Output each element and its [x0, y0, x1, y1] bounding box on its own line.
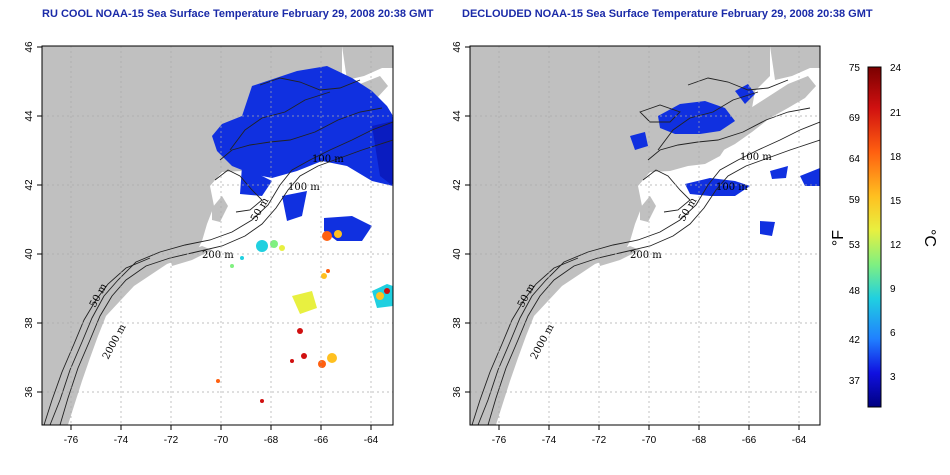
right-lat-tick-5: 38	[452, 317, 463, 329]
colorbar: 75 69 64 59 53 48 42 37 24 21 18 15 12 9…	[830, 63, 938, 408]
celsius-tick-7: 6	[890, 328, 896, 339]
left-lat-tick-1: 46	[24, 41, 35, 53]
fahrenheit-tick-7: 42	[849, 335, 861, 346]
celsius-tick-5: 12	[890, 240, 902, 251]
left-lon-tick-7: -64	[364, 435, 379, 446]
right-lat-tick-4: 40	[452, 248, 463, 260]
fahrenheit-tick-5: 53	[849, 240, 861, 251]
fahrenheit-tick-1: 75	[849, 63, 861, 74]
right-lon-tick-5: -68	[692, 435, 707, 446]
left-map: 100 m 100 m 50 m 200 m 50 m 2000 m	[24, 41, 394, 446]
celsius-tick-1: 24	[890, 63, 902, 74]
right-lon-tick-1: -76	[492, 435, 507, 446]
left-lat-tick-5: 38	[24, 317, 35, 329]
fahrenheit-tick-6: 48	[849, 286, 861, 297]
colorbar-gradient	[867, 66, 882, 408]
left-lon-tick-5: -68	[264, 435, 279, 446]
celsius-tick-2: 21	[890, 108, 902, 119]
right-contour-label-1: 100 m	[740, 152, 772, 163]
right-contour-label-2: 100 m	[716, 182, 748, 193]
left-lat-tick-4: 40	[24, 248, 35, 260]
celsius-tick-8: 3	[890, 372, 896, 383]
fahrenheit-tick-8: 37	[849, 376, 861, 387]
left-contour-label-2: 100 m	[288, 182, 320, 193]
right-lon-tick-7: -64	[792, 435, 807, 446]
fahrenheit-tick-4: 59	[849, 195, 861, 206]
celsius-tick-3: 18	[890, 152, 902, 163]
left-gridlines	[42, 46, 393, 425]
celsius-unit-label: °C	[921, 229, 938, 247]
right-lat-tick-1: 46	[452, 41, 463, 53]
left-contour-label-1: 100 m	[312, 154, 344, 165]
celsius-tick-6: 9	[890, 284, 896, 295]
left-sst-warm-patches	[216, 230, 393, 403]
fahrenheit-unit-label: °F	[830, 230, 847, 246]
left-contour-label-4: 200 m	[202, 250, 234, 261]
left-lon-tick-3: -72	[164, 435, 179, 446]
right-gridlines	[470, 46, 820, 425]
right-bathymetry-contours	[471, 77, 820, 425]
fahrenheit-tick-3: 64	[849, 154, 861, 165]
left-bathymetry-contours	[43, 77, 393, 425]
right-lat-tick-2: 44	[452, 110, 463, 122]
left-lat-tick-2: 44	[24, 110, 35, 122]
left-lat-tick-6: 36	[24, 386, 35, 398]
right-contour-label-4: 200 m	[630, 250, 662, 261]
right-lon-tick-2: -74	[542, 435, 557, 446]
fahrenheit-tick-2: 69	[849, 113, 861, 124]
right-sst-cold-patches	[630, 84, 820, 236]
left-lon-tick-4: -70	[214, 435, 229, 446]
right-lon-tick-6: -66	[742, 435, 757, 446]
left-lon-tick-6: -66	[314, 435, 329, 446]
left-lat-tick-3: 42	[24, 179, 35, 191]
right-lat-tick-6: 36	[452, 386, 463, 398]
left-map-title: RU COOL NOAA-15 Sea Surface Temperature …	[42, 8, 434, 20]
right-lon-tick-4: -70	[642, 435, 657, 446]
left-sst-cold-patches	[212, 66, 393, 241]
right-lat-tick-3: 42	[452, 179, 463, 191]
left-lon-tick-1: -76	[64, 435, 79, 446]
left-lon-tick-2: -74	[114, 435, 129, 446]
right-lon-tick-3: -72	[592, 435, 607, 446]
right-map-title: DECLOUDED NOAA-15 Sea Surface Temperatur…	[462, 8, 873, 20]
celsius-tick-4: 15	[890, 196, 902, 207]
right-map: 100 m 100 m 50 m 200 m 50 m 2000 m	[452, 41, 821, 446]
